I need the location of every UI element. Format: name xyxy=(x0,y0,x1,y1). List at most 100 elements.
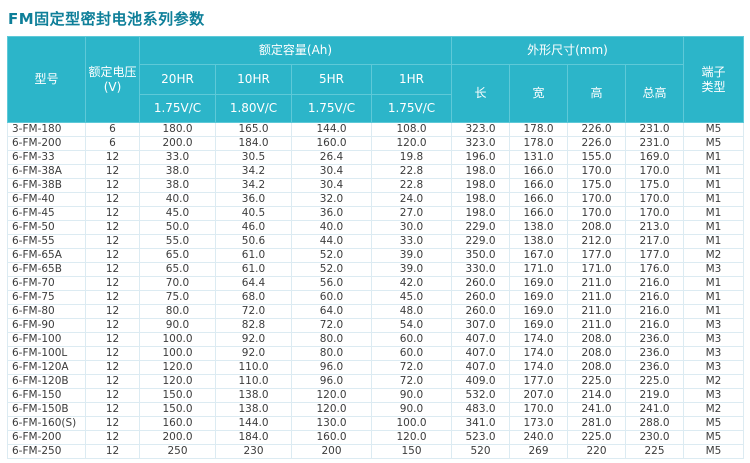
table-cell: 130.0 xyxy=(291,416,372,431)
table-cell: 54.0 xyxy=(371,318,452,333)
table-cell: 45.0 xyxy=(139,206,216,221)
table-row: 6-FM-65B 12 65.0 61.0 52.0 39.0 330.0 171.0 171.… xyxy=(7,262,744,277)
col-header-1hr: 1HR xyxy=(371,64,452,95)
table-cell: 110.0 xyxy=(215,374,292,389)
table-cell: M5 xyxy=(683,136,744,151)
cell-model: 6-FM-90 xyxy=(7,318,86,333)
col-header-width: 宽 xyxy=(509,64,568,123)
table-cell: 92.0 xyxy=(215,332,292,347)
table-cell: 169.0 xyxy=(625,150,684,165)
cell-model: 6-FM-38B xyxy=(7,178,86,193)
table-cell: 236.0 xyxy=(625,360,684,375)
table-cell: 220 xyxy=(567,444,626,459)
table-cell: 120.0 xyxy=(139,374,216,389)
table-cell: M3 xyxy=(683,346,744,361)
cell-model: 6-FM-120A xyxy=(7,360,86,375)
table-cell: 30.4 xyxy=(291,164,372,179)
table-cell: 44.0 xyxy=(291,234,372,249)
table-cell: 176.0 xyxy=(625,262,684,277)
table-cell: 138.0 xyxy=(509,234,568,249)
table-cell: 32.0 xyxy=(291,192,372,207)
table-cell: 12 xyxy=(85,234,140,249)
table-cell: 72.0 xyxy=(371,360,452,375)
table-cell: 175.0 xyxy=(567,178,626,193)
cell-model: 6-FM-200 xyxy=(7,430,86,445)
table-row: 6-FM-38A 12 38.0 34.2 30.4 22.8 198.0 166.0 170.… xyxy=(7,164,744,179)
table-cell: 198.0 xyxy=(451,192,510,207)
table-cell: 30.4 xyxy=(291,178,372,193)
table-cell: 178.0 xyxy=(509,122,568,137)
table-cell: 230 xyxy=(215,444,292,459)
table-row: 6-FM-38B 12 38.0 34.2 30.4 22.8 198.0 166.0 175.… xyxy=(7,178,744,193)
table-cell: 108.0 xyxy=(371,122,452,137)
table-cell: 214.0 xyxy=(567,388,626,403)
table-cell: 231.0 xyxy=(625,136,684,151)
table-cell: 170.0 xyxy=(625,192,684,207)
cell-model: 6-FM-120B xyxy=(7,374,86,389)
table-row: 6-FM-70 12 70.0 64.4 56.0 42.0 260.0 169.0 211.0… xyxy=(7,276,744,291)
table-cell: 225.0 xyxy=(567,430,626,445)
table-row: 6-FM-40 12 40.0 36.0 32.0 24.0 198.0 166.0 170.0… xyxy=(7,192,744,207)
table-body: 3-FM-180 6 180.0 165.0 144.0 108.0 323.0 178.0 2… xyxy=(7,122,744,459)
table-cell: 250 xyxy=(139,444,216,459)
table-cell: 520 xyxy=(451,444,510,459)
table-cell: 150.0 xyxy=(139,388,216,403)
table-cell: M5 xyxy=(683,444,744,459)
table-cell: 167.0 xyxy=(509,248,568,263)
table-row: 6-FM-100L 12 100.0 92.0 80.0 60.0 407.0 174.0 20… xyxy=(7,346,744,361)
table-cell: 198.0 xyxy=(451,206,510,221)
table-cell: 72.0 xyxy=(215,304,292,319)
table-cell: 12 xyxy=(85,304,140,319)
table-row: 6-FM-75 12 75.0 68.0 60.0 45.0 260.0 169.0 211.0… xyxy=(7,290,744,305)
table-cell: M1 xyxy=(683,206,744,221)
table-cell: M3 xyxy=(683,360,744,375)
table-cell: 208.0 xyxy=(567,346,626,361)
table-cell: 169.0 xyxy=(509,304,568,319)
table-cell: M5 xyxy=(683,416,744,431)
col-header-total-height: 总高 xyxy=(625,64,684,123)
table-cell: 200 xyxy=(291,444,372,459)
table-cell: 138.0 xyxy=(215,388,292,403)
table-cell: 12 xyxy=(85,220,140,235)
table-cell: 225.0 xyxy=(567,374,626,389)
table-cell: 42.0 xyxy=(371,276,452,291)
table-cell: 260.0 xyxy=(451,290,510,305)
table-cell: 22.8 xyxy=(371,164,452,179)
table-cell: 92.0 xyxy=(215,346,292,361)
table-row: 6-FM-45 12 45.0 40.5 36.0 27.0 198.0 166.0 170.0… xyxy=(7,206,744,221)
table-cell: 288.0 xyxy=(625,416,684,431)
table-cell: 169.0 xyxy=(509,318,568,333)
page-title: FM固定型密封电池系列参数 xyxy=(8,10,205,28)
table-cell: 12 xyxy=(85,178,140,193)
cell-model: 6-FM-100L xyxy=(7,346,86,361)
table-cell: 52.0 xyxy=(291,262,372,277)
table-cell: 82.8 xyxy=(215,318,292,333)
table-cell: 208.0 xyxy=(567,220,626,235)
table-cell: 120.0 xyxy=(291,388,372,403)
cell-model: 6-FM-80 xyxy=(7,304,86,319)
table-cell: 208.0 xyxy=(567,332,626,347)
table-cell: 96.0 xyxy=(291,374,372,389)
col-header-terminal: 端子 类型 xyxy=(683,36,744,123)
table-cell: 170.0 xyxy=(567,206,626,221)
table-cell: 184.0 xyxy=(215,430,292,445)
table-row: 6-FM-90 12 90.0 82.8 72.0 54.0 307.0 169.0 211.0… xyxy=(7,318,744,333)
cell-model: 6-FM-45 xyxy=(7,206,86,221)
table-cell: 110.0 xyxy=(215,360,292,375)
table-cell: 177.0 xyxy=(567,248,626,263)
table-cell: M1 xyxy=(683,178,744,193)
table-cell: 216.0 xyxy=(625,304,684,319)
table-cell: 150 xyxy=(371,444,452,459)
table-cell: 56.0 xyxy=(291,276,372,291)
table-cell: 12 xyxy=(85,402,140,417)
table-cell: 90.0 xyxy=(371,388,452,403)
table-cell: 120.0 xyxy=(371,136,452,151)
table-cell: 22.8 xyxy=(371,178,452,193)
col-header-height: 高 xyxy=(567,64,626,123)
table-row: 6-FM-33 12 33.0 30.5 26.4 19.8 196.0 131.0 155.0… xyxy=(7,150,744,165)
table-cell: 60.0 xyxy=(371,346,452,361)
table-cell: 34.2 xyxy=(215,178,292,193)
table-cell: 307.0 xyxy=(451,318,510,333)
table-cell: 208.0 xyxy=(567,360,626,375)
table-cell: 170.0 xyxy=(567,192,626,207)
